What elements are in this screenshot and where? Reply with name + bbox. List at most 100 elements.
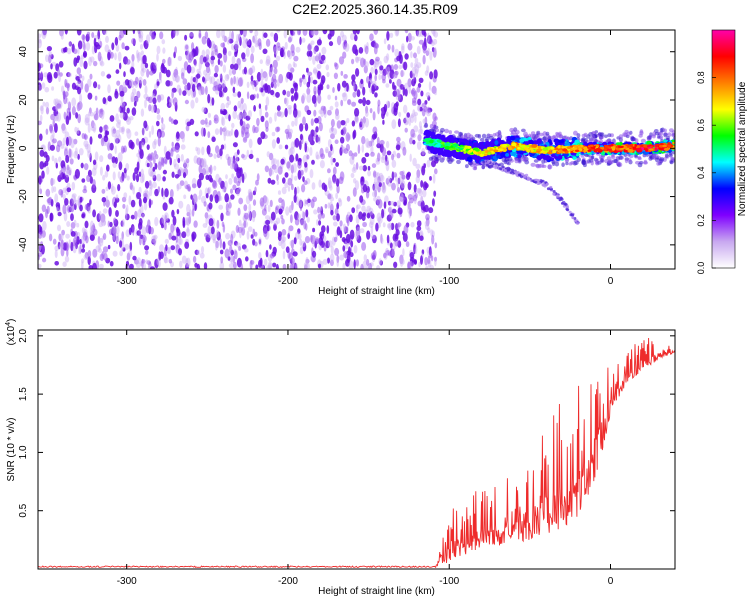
noise-speck xyxy=(395,89,400,97)
noise-speck xyxy=(39,161,45,170)
noise-speck xyxy=(132,225,135,236)
noise-speck xyxy=(111,42,115,51)
branch-point xyxy=(565,205,569,209)
noise-speck xyxy=(107,95,112,102)
noise-speck xyxy=(332,166,337,175)
noise-speck xyxy=(304,142,308,153)
noise-speck xyxy=(380,156,386,164)
ridge-core xyxy=(663,147,670,151)
noise-speck xyxy=(306,87,311,95)
noise-speck xyxy=(256,124,260,133)
ridge-core xyxy=(603,148,607,152)
noise-speck xyxy=(354,180,360,191)
noise-speck xyxy=(290,164,295,174)
noise-speck xyxy=(284,172,289,178)
noise-speck xyxy=(138,171,142,177)
noise-speck xyxy=(309,50,313,57)
branch-point xyxy=(570,213,575,217)
noise-speck xyxy=(125,207,128,216)
noise-speck xyxy=(316,53,319,63)
noise-speck xyxy=(129,182,133,190)
noise-speck xyxy=(391,119,397,130)
noise-speck xyxy=(207,186,212,194)
noise-speck xyxy=(433,190,437,197)
noise-speck xyxy=(238,246,242,251)
noise-speck xyxy=(269,244,272,250)
noise-speck xyxy=(84,204,89,211)
noise-speck xyxy=(373,184,378,193)
noise-speck xyxy=(367,165,371,171)
noise-speck xyxy=(311,182,316,190)
noise-speck xyxy=(273,32,279,43)
ridge-halo xyxy=(624,158,629,164)
noise-speck xyxy=(419,235,424,241)
noise-speck xyxy=(253,38,256,44)
y-tick-label: 0 xyxy=(18,145,29,151)
noise-speck xyxy=(38,33,42,39)
noise-speck xyxy=(137,30,141,35)
noise-speck xyxy=(134,76,139,85)
noise-speck xyxy=(327,150,332,158)
noise-speck xyxy=(194,202,197,212)
noise-speck xyxy=(213,165,217,171)
noise-speck xyxy=(310,40,315,45)
noise-speck xyxy=(395,229,400,236)
noise-speck xyxy=(370,234,376,240)
noise-speck xyxy=(212,180,218,189)
noise-speck xyxy=(305,257,309,265)
noise-speck xyxy=(140,141,145,148)
noise-speck xyxy=(54,245,59,251)
noise-speck xyxy=(45,54,49,63)
ridge-halo xyxy=(514,158,520,164)
noise-speck xyxy=(248,110,252,118)
noise-speck xyxy=(156,81,160,86)
noise-speck xyxy=(72,244,77,254)
noise-speck xyxy=(317,135,322,144)
noise-speck xyxy=(121,196,127,203)
noise-speck xyxy=(262,48,268,55)
noise-speck xyxy=(68,148,72,158)
noise-speck xyxy=(363,58,367,66)
noise-speck xyxy=(299,78,302,88)
noise-speck xyxy=(130,91,135,102)
noise-speck xyxy=(138,76,143,84)
noise-speck xyxy=(168,232,172,240)
ridge-halo xyxy=(505,159,510,165)
noise-speck xyxy=(413,52,417,59)
noise-speck xyxy=(384,67,389,75)
noise-speck xyxy=(122,203,126,209)
noise-speck xyxy=(84,251,89,259)
noise-speck xyxy=(270,67,274,75)
noise-speck xyxy=(186,226,190,233)
noise-speck xyxy=(112,128,117,134)
noise-speck xyxy=(97,236,101,245)
noise-speck xyxy=(185,50,190,60)
noise-speck xyxy=(38,175,42,185)
noise-speck xyxy=(422,118,427,124)
noise-speck xyxy=(114,145,117,154)
noise-speck xyxy=(407,78,412,88)
noise-speck xyxy=(88,56,92,67)
noise-speck xyxy=(409,114,415,124)
noise-speck xyxy=(161,187,164,197)
noise-speck xyxy=(259,197,265,207)
noise-speck xyxy=(397,186,400,193)
noise-speck xyxy=(87,78,92,88)
ridge-core xyxy=(636,147,642,151)
noise-speck xyxy=(81,261,84,269)
noise-speck xyxy=(140,168,144,178)
noise-speck xyxy=(119,240,123,248)
noise-speck xyxy=(434,90,437,96)
noise-speck xyxy=(132,172,136,182)
noise-speck xyxy=(339,230,343,239)
ridge-halo xyxy=(666,136,670,140)
noise-speck xyxy=(339,147,343,156)
noise-speck xyxy=(152,174,157,182)
noise-speck xyxy=(370,225,374,235)
ridge-core xyxy=(424,138,430,142)
noise-speck xyxy=(114,157,118,164)
noise-speck xyxy=(107,153,113,160)
noise-speck xyxy=(117,184,121,192)
noise-speck xyxy=(109,260,114,267)
noise-speck xyxy=(228,263,234,269)
